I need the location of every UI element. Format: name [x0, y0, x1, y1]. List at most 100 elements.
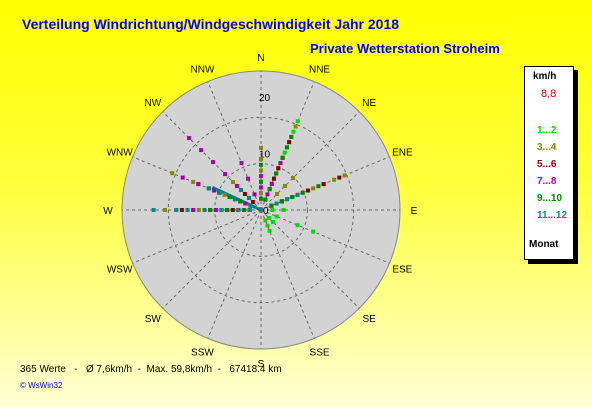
data-point-s5-68-0	[269, 203, 274, 208]
data-point-s5-0-1	[259, 179, 263, 184]
grid-spoke-nnw	[207, 81, 262, 211]
grid-spoke-wsw	[132, 209, 262, 264]
data-point-s3-315-0	[251, 200, 256, 205]
data-point-s5-23-3	[280, 155, 285, 160]
data-point-s6-293-1	[232, 197, 237, 202]
data-point-s5-0-2	[259, 162, 263, 167]
data-point-s5-293-2	[227, 195, 232, 200]
radial-tick-10: 10	[259, 150, 271, 161]
data-point-s1-113-0	[274, 214, 279, 219]
direction-label-sw: SW	[145, 314, 162, 325]
direction-label-ene: ENE	[392, 147, 413, 158]
grid-spoke-ne	[260, 111, 360, 211]
data-point-s4-315-2	[223, 172, 228, 177]
data-point-s5-68-1	[279, 199, 284, 204]
data-point-s2-315-2	[231, 180, 236, 185]
direction-label-se: SE	[363, 314, 377, 325]
data-point-s3-68-5	[337, 175, 342, 180]
data-point-s6-293-0	[248, 203, 253, 208]
data-point-s5-23-2	[274, 171, 279, 176]
data-point-s2-45-1	[282, 184, 287, 189]
data-point-s2-270-3	[196, 208, 201, 212]
data-point-s1-135-0	[266, 215, 271, 220]
data-point-s2-0-2	[259, 168, 263, 173]
data-point-s3-315-1	[243, 192, 248, 197]
grid-spoke-ese	[260, 209, 390, 264]
legend-average: 8,8	[541, 88, 557, 100]
data-point-s4-0-2	[259, 174, 263, 179]
data-point-s6-293-3	[206, 186, 211, 191]
data-point-s4-293-0	[243, 201, 248, 206]
legend-period-4: 7...8	[537, 176, 557, 187]
data-point-s5-23-1	[267, 187, 272, 192]
data-point-s4-315-1	[235, 184, 240, 189]
legend-period-6: 11...12	[537, 210, 568, 221]
legend-period-3: 5...6	[537, 159, 557, 170]
data-point-s2-45-0	[274, 192, 279, 197]
direction-label-ssw: SSW	[191, 347, 214, 358]
grid-spoke-sw	[162, 209, 262, 309]
data-point-s1-113-1	[295, 223, 300, 228]
data-point-s2-0-3	[259, 157, 263, 162]
data-point-s4-315-3	[211, 160, 216, 165]
data-point-s1-23-6	[291, 129, 296, 134]
chart-subtitle: Private Wetterstation Stroheim	[310, 41, 500, 56]
direction-label-w: W	[103, 206, 113, 217]
data-point-s6-270-3	[202, 208, 207, 212]
data-point-s4-23-0	[265, 192, 270, 197]
data-point-s5-23-5	[289, 134, 294, 139]
data-point-s4-293-4	[180, 175, 185, 180]
data-point-s4-315-4	[199, 148, 204, 153]
data-point-s2-68-5	[332, 177, 337, 182]
data-point-s2-293-1	[222, 192, 227, 197]
data-point-s5-23-0	[263, 197, 268, 202]
data-point-s3-270-2	[230, 208, 235, 212]
data-point-s3-68-4	[321, 182, 326, 187]
legend-box: km/h 8,8 1...2 3...4 5...6 7...8 9...10 …	[524, 66, 574, 260]
direction-label-nw: NW	[144, 98, 161, 109]
data-point-s4-315-5	[187, 136, 192, 141]
grid-spoke-wnw	[132, 156, 262, 211]
grid-spoke-nne	[260, 81, 315, 211]
data-point-s2-45-2	[290, 176, 295, 181]
data-point-s4-338-0	[252, 192, 257, 197]
data-point-s6-68-0	[274, 201, 279, 206]
data-point-s5-270-2	[208, 208, 213, 212]
data-point-s5-0-0	[259, 196, 263, 201]
data-point-s6-68-2	[295, 192, 300, 197]
legend-period-1: 1...2	[537, 125, 557, 136]
data-point-s2-270-6	[162, 208, 167, 212]
data-point-s6-315-1	[239, 188, 244, 193]
data-point-s3-23-3	[276, 166, 281, 171]
data-point-s5-68-2	[290, 195, 295, 200]
legend-period-5: 9...10	[537, 193, 563, 204]
direction-label-nnw: NNW	[191, 65, 215, 76]
data-point-s5-23-4	[284, 145, 289, 150]
data-point-s3-68-3	[305, 188, 310, 193]
direction-label-ne: NE	[362, 98, 376, 109]
data-point-s2-293-3	[191, 179, 196, 184]
data-point-s5-270-0	[242, 208, 247, 212]
data-point-s4-23-1	[269, 181, 274, 186]
data-point-s6-68-1	[285, 197, 290, 202]
data-point-s1-90-0	[270, 208, 275, 212]
data-point-s6-270-1	[236, 208, 241, 212]
data-point-s2-0-0	[259, 191, 263, 196]
data-point-s4-293-3	[196, 182, 201, 187]
data-point-s4-270-5	[191, 208, 196, 212]
data-point-s4-270-3	[213, 208, 218, 212]
direction-label-s: S	[258, 359, 265, 370]
data-point-s2-68-3	[311, 186, 316, 191]
data-point-s6-315-0	[247, 196, 252, 201]
radial-tick-0: 0	[263, 206, 269, 217]
data-point-s1-158-1	[265, 223, 270, 228]
data-point-s5-270-1	[225, 208, 230, 212]
data-point-s3-23-2	[271, 176, 276, 181]
data-point-s1-113-2	[311, 229, 316, 234]
data-point-s5-293-1	[238, 199, 243, 204]
direction-label-nne: NNE	[309, 65, 330, 76]
data-point-s1-158-0	[263, 218, 268, 223]
data-point-s3-23-5	[287, 140, 292, 145]
data-point-s6-270-0	[247, 208, 252, 212]
